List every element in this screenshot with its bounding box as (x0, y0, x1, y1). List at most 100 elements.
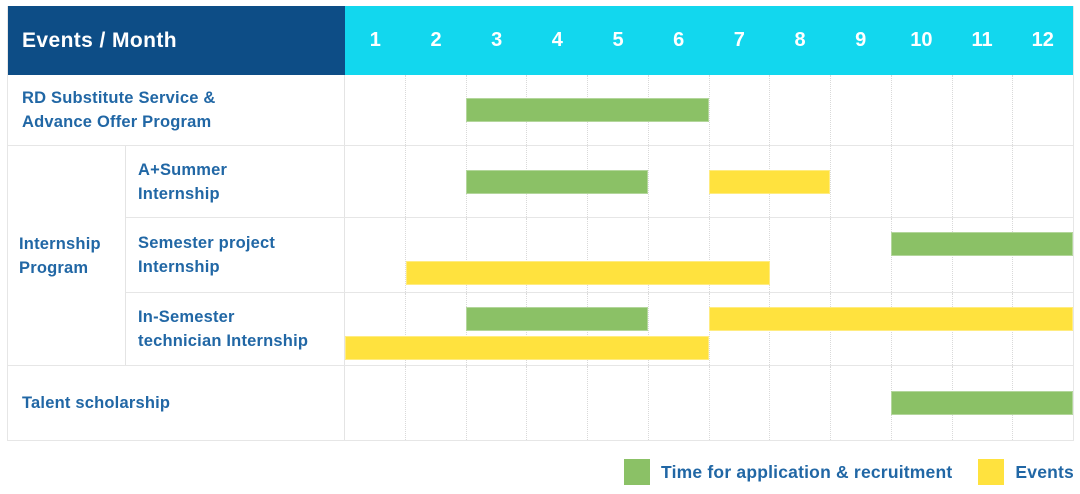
label-line: technician Internship (138, 332, 309, 350)
row-semester-project-internship: Semester project Internship (126, 218, 1073, 293)
label-line: Advance Offer Program (22, 113, 212, 131)
chart-cell-talent-scholarship (345, 366, 1073, 440)
month-header-8: 8 (794, 29, 806, 51)
month-gridline-cell (649, 218, 710, 292)
month-gridline-cell (406, 366, 467, 440)
month-gridline-cell (345, 146, 406, 217)
month-gridline-cell (406, 218, 467, 292)
bar-event-in-semester-technician-internship (709, 307, 1073, 331)
month-gridline-cell (345, 218, 406, 292)
label-line: Internship (138, 184, 220, 203)
legend-item-application: Time for application & recruitment (624, 459, 952, 485)
month-header-11: 11 (971, 29, 993, 51)
legend-label-application: Time for application & recruitment (661, 461, 953, 482)
chart-cell-rd-substitute-service (345, 75, 1073, 145)
month-gridline-cell (831, 366, 892, 440)
bar-application-a-plus-summer-internship (466, 169, 649, 194)
month-header-3: 3 (491, 29, 503, 51)
month-gridline-cell (710, 75, 771, 145)
month-gridline-cell (345, 75, 406, 145)
label-line: Internship (138, 258, 220, 276)
chart-cell-a-plus-summer-internship (345, 146, 1073, 217)
bar-event-a-plus-summer-internship (709, 169, 831, 194)
month-gridline-cell (892, 75, 953, 145)
month-gridline-cell (406, 75, 467, 145)
month-gridline-cell (588, 218, 649, 292)
group-rows: A+Summer Internship Semester project Intern… (126, 146, 1073, 365)
row-label-in-semester-technician-internship: In-Semester technician Internship (126, 293, 345, 365)
row-label-a-plus-summer-internship: A+Summer Internship (126, 146, 345, 217)
month-gridline-cell (953, 146, 1014, 217)
bar-application-in-semester-technician-internship (466, 307, 649, 331)
month-gridline-cell (710, 366, 771, 440)
month-gridline-cell (1013, 146, 1073, 217)
month-header-7: 7 (733, 29, 745, 51)
month-gridline-cell (345, 293, 406, 365)
label-line: RD Substitute Service & (22, 89, 216, 107)
month-header-5: 5 (612, 29, 624, 51)
month-gridline-cell (770, 146, 831, 217)
month-gridline-cell (831, 218, 892, 292)
month-gridline-cell (953, 75, 1014, 145)
month-gridline-cell (527, 218, 588, 292)
bar-event-semester-project-internship (405, 261, 770, 285)
month-gridline-cell (467, 218, 528, 292)
month-gridline-cell (588, 366, 649, 440)
bar-application-talent-scholarship (891, 391, 1073, 415)
row-in-semester-technician-internship: In-Semester technician Internship (126, 293, 1073, 365)
month-gridline-cell (527, 366, 588, 440)
month-header-4: 4 (551, 29, 563, 51)
row-label-talent-scholarship: Talent scholarship (8, 366, 345, 440)
month-gridline-cell (649, 366, 710, 440)
month-header-1: 1 (369, 29, 381, 51)
event-swatch-icon (978, 459, 1005, 485)
label-line: In-Semester (138, 308, 235, 326)
month-header-6: 6 (673, 29, 685, 51)
group-internship-program: Internship Program A+Summer Internship Semes… (8, 146, 1073, 366)
legend-item-event: Events (978, 459, 1074, 485)
month-gridlines (345, 75, 1073, 145)
month-gridline-cell (406, 293, 467, 365)
month-gridline-cell (649, 75, 710, 145)
month-header-10: 10 (910, 29, 933, 51)
month-gridline-cell (770, 218, 831, 292)
group-label-internship-program: Internship Program (8, 146, 126, 365)
chart-cell-in-semester-technician-internship (345, 293, 1073, 365)
month-gridline-cell (649, 146, 710, 217)
month-gridline-cell (892, 146, 953, 217)
bar-application-semester-project-internship (891, 232, 1073, 256)
legend-label-event: Events (1015, 461, 1074, 482)
label-line: Internship (19, 234, 101, 253)
month-gridline-cell (831, 146, 892, 217)
month-gridline-cell (710, 218, 771, 292)
month-gridline-cell (1013, 75, 1073, 145)
month-header-12: 12 (1031, 29, 1054, 51)
row-a-plus-summer-internship: A+Summer Internship (126, 146, 1073, 218)
chart-cell-semester-project-internship (345, 218, 1073, 292)
events-month-header: Events / Month (8, 6, 345, 75)
table-body: RD Substitute Service & Advance Offer Pro… (8, 75, 1073, 441)
label-line: A+Summer (138, 160, 228, 179)
month-gridline-cell (345, 366, 406, 440)
month-header-row: 1 2 3 4 5 6 7 8 9 10 11 12 (345, 6, 1073, 75)
month-gridline-cell (831, 75, 892, 145)
bar-event-in-semester-technician-internship (345, 336, 709, 360)
row-rd-substitute-service: RD Substitute Service & Advance Offer Pro… (8, 75, 1073, 146)
application-swatch-icon (624, 459, 651, 485)
label-line: Semester project (138, 234, 276, 252)
chart-legend: Time for application & recruitment Events (7, 459, 1074, 485)
label-line: Talent scholarship (22, 394, 171, 412)
month-gridline-cell (467, 366, 528, 440)
month-header-9: 9 (855, 29, 867, 51)
bar-application-rd-substitute-service (466, 98, 709, 122)
gantt-table: Events / Month 1 2 3 4 5 6 7 8 9 10 11 12 RD Substi… (7, 6, 1074, 441)
month-gridline-cell (406, 146, 467, 217)
month-gridline-cell (770, 366, 831, 440)
month-header-2: 2 (430, 29, 442, 51)
table-header-row: Events / Month 1 2 3 4 5 6 7 8 9 10 11 12 (8, 6, 1073, 75)
label-line: Program (19, 258, 89, 277)
row-label-rd-substitute-service: RD Substitute Service & Advance Offer Pro… (8, 75, 345, 145)
month-gridline-cell (770, 75, 831, 145)
row-label-semester-project-internship: Semester project Internship (126, 218, 345, 292)
